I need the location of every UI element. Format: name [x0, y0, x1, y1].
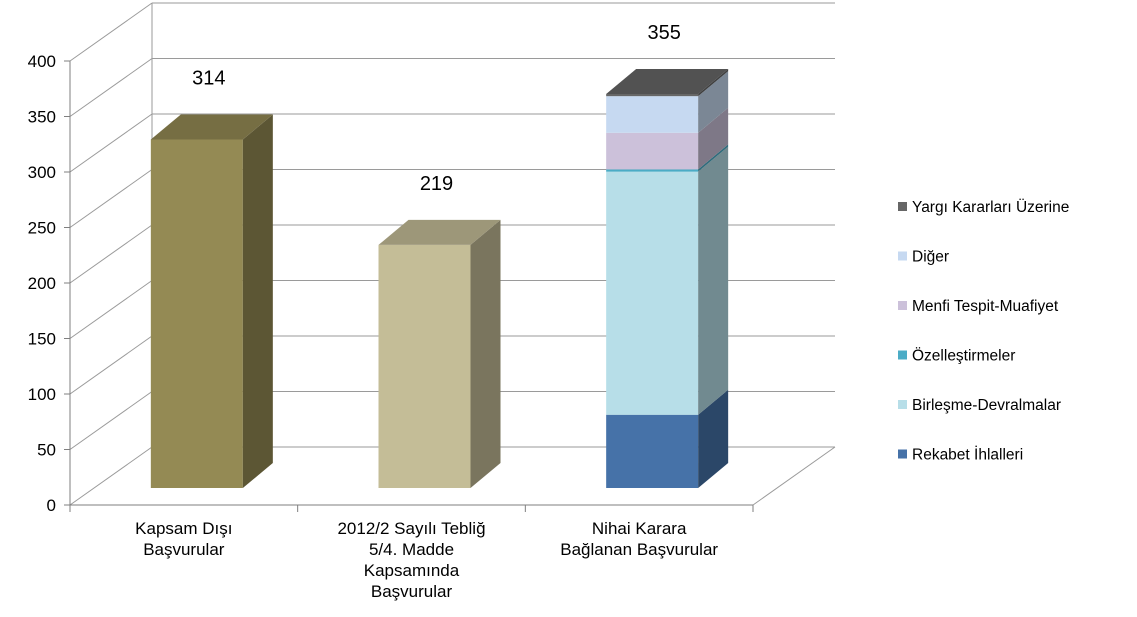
bar-top: [378, 219, 501, 245]
bar-segment: [378, 244, 471, 488]
category-label: Nihai Karara: [592, 519, 687, 538]
legend-swatch: [898, 350, 907, 360]
legend-item: Birleşme-Devralmalar: [898, 397, 1061, 414]
category-label: Bağlanan Başvurular: [560, 540, 718, 559]
legend-item: Rekabet İhlalleri: [898, 446, 1023, 464]
gridline-side: [69, 391, 153, 450]
legend-label: Yargı Kararları Üzerine: [912, 198, 1069, 216]
bar-top: [150, 114, 273, 140]
category-label: 2012/2 Sayılı Tebliğ: [337, 519, 485, 538]
bar-segment-yarg-kararlar-zerine-side: [698, 68, 729, 97]
bar-segment-birle-me-devralmalar: [606, 171, 699, 415]
gridline-side: [69, 446, 153, 506]
category-label: 5/4. Madde: [369, 540, 454, 559]
legend-label: Menfi Tespit-Muafiyet: [912, 298, 1059, 315]
category-label: Kapsam Dışı: [135, 519, 232, 538]
legend-label: Diğer: [912, 249, 949, 266]
y-tick-label: 350: [28, 108, 56, 127]
category-label: Başvurular: [371, 582, 453, 601]
gridline-side: [69, 113, 153, 173]
legend-label: Özelleştirmeler: [912, 347, 1015, 365]
gridline-side: [69, 169, 153, 228]
bar-top: [606, 68, 729, 94]
legend-swatch: [898, 449, 907, 459]
legend-label: Rekabet İhlalleri: [912, 446, 1023, 464]
y-tick-label: 100: [28, 385, 56, 404]
legend-swatch: [898, 251, 907, 261]
legend-item: Özelleştirmeler: [898, 347, 1015, 365]
bar-segment--zelle-tirmeler: [606, 169, 699, 172]
bar-segment-side: [242, 114, 273, 489]
y-tick-label: 0: [47, 496, 56, 515]
data-label-total: 219: [420, 173, 453, 195]
bars: [150, 68, 729, 489]
bar-segment-di-er: [606, 96, 699, 133]
bar-segment-di-er-side: [698, 71, 729, 133]
data-label-total: 314: [192, 67, 225, 89]
bar-3: [606, 68, 729, 488]
y-tick-label: 150: [28, 330, 56, 349]
bar-segment-yarg-kararlar-zerine: [606, 93, 699, 97]
legend: Yargı Kararları Üzerine Diğer Menfi Tespit…: [898, 198, 1069, 464]
bar-segment-rekabet-i-hlalleri: [606, 414, 699, 488]
bar-segment-menfi-tespit-muafiyet: [606, 132, 699, 170]
legend-item: Menfi Tespit-Muafiyet: [898, 298, 1059, 315]
data-label-total: 355: [647, 22, 680, 44]
y-tick-label: 200: [28, 274, 56, 293]
y-tick-label: 400: [28, 52, 56, 71]
bar-segment-menfi-tespit-muafiyet-side: [698, 107, 729, 170]
gridline-side: [69, 58, 153, 117]
floor-right-edge: [752, 446, 836, 506]
gridline-side: [69, 280, 153, 339]
legend-item: Diğer: [898, 249, 949, 266]
category-label: Kapsamında: [364, 561, 460, 580]
bar-segment--zelle-tirmeler-side: [698, 144, 729, 172]
legend-label: Birleşme-Devralmalar: [912, 397, 1061, 414]
bar-segment-birle-me-devralmalar-side: [698, 146, 729, 415]
gridline-side: [69, 2, 153, 62]
y-tick-label: 50: [37, 441, 56, 460]
legend-item: Yargı Kararları Üzerine: [898, 198, 1069, 216]
legend-swatch: [898, 400, 907, 409]
bar-segment-rekabet-i-hlalleri-side: [698, 389, 729, 488]
axes: 0 50 100 150 200 250 300 350 400 Kapsam Dışı Başvu…: [28, 52, 754, 601]
legend-swatch: [898, 202, 907, 211]
y-tick-label: 250: [28, 219, 56, 238]
category-label: Başvurular: [143, 540, 225, 559]
data-labels: 314 219 355: [192, 22, 681, 195]
bar-1: [150, 114, 273, 489]
y-tick-label: 300: [28, 163, 56, 182]
bar-segment: [150, 139, 243, 488]
legend-swatch: [898, 301, 907, 310]
bar-segment-side: [470, 219, 501, 488]
gridline-side: [69, 224, 153, 284]
gridline-side: [69, 335, 153, 395]
bar-2: [378, 219, 501, 488]
